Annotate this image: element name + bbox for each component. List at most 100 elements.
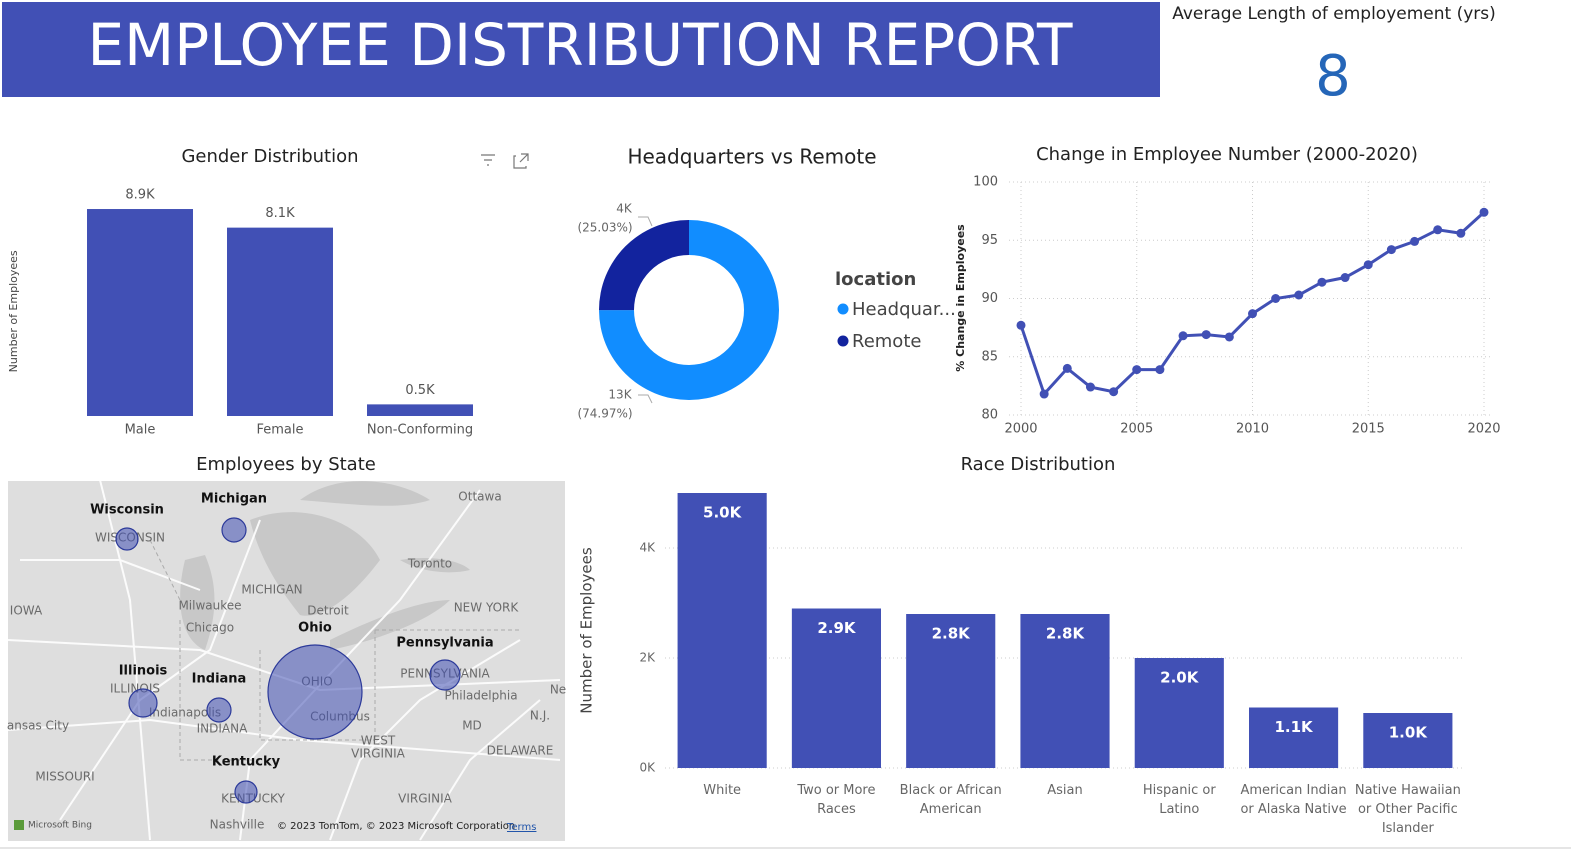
- y-tick-label: 2K: [639, 651, 656, 665]
- state-label: Kentucky: [212, 755, 281, 770]
- line-point: [1016, 320, 1026, 330]
- data-label: 1.1K: [1274, 718, 1314, 736]
- map-place: Philadelphia: [444, 689, 517, 703]
- line-point: [1340, 273, 1350, 283]
- bar: [1134, 658, 1224, 768]
- map-logo: Microsoft Bing: [28, 821, 92, 831]
- map-place: INDIANA: [197, 722, 248, 736]
- map-place: Detroit: [307, 604, 349, 618]
- data-label: 13K: [608, 388, 632, 402]
- x-tick-label: American Indian or Alaska Native: [1240, 783, 1347, 817]
- data-label: 4K: [616, 202, 633, 216]
- visual-icons[interactable]: [481, 153, 529, 169]
- data-label: 8.1K: [265, 206, 295, 221]
- state-bubble: [206, 697, 232, 723]
- bar: [1363, 713, 1453, 768]
- state-label: Pennsylvania: [396, 636, 493, 651]
- data-label: (25.03%): [577, 221, 632, 235]
- state-bubble: [429, 659, 461, 691]
- data-label: 2.0K: [1160, 669, 1200, 687]
- state-label: Illinois: [119, 664, 168, 679]
- bar: [367, 404, 473, 416]
- x-tick-label: 2015: [1352, 422, 1385, 437]
- data-label: 0.5K: [405, 383, 435, 398]
- donut-slice: [599, 220, 689, 311]
- donut-slice: [599, 220, 779, 400]
- line-point: [1062, 363, 1072, 373]
- state-bubble: [234, 780, 258, 804]
- header-bar: [2, 2, 1160, 97]
- map-place: Milwaukee: [178, 599, 241, 613]
- chart-title: Employees by State: [196, 454, 376, 475]
- map-terms[interactable]: Terms: [506, 822, 536, 833]
- line-point: [1085, 382, 1095, 392]
- chart-title: Gender Distribution: [181, 146, 358, 167]
- map-place: VIRGINIA: [351, 747, 405, 761]
- y-axis-label: % Change in Employees: [954, 224, 967, 372]
- line-point: [1248, 309, 1257, 319]
- legend-marker: [837, 303, 849, 315]
- map-place: DELAWARE: [487, 744, 554, 758]
- line-point: [1363, 260, 1373, 270]
- line-point: [1433, 225, 1443, 235]
- bar: [1249, 707, 1339, 768]
- x-tick-label: Non-Conforming: [367, 423, 473, 438]
- legend-title: location: [835, 269, 916, 290]
- x-tick-label: Hispanic or Latino: [1142, 783, 1216, 817]
- y-axis-label: Number of Employees: [578, 547, 596, 714]
- leader-line: [638, 216, 653, 227]
- x-tick-label: Native Hawaiian or Other Pacific Islande…: [1354, 783, 1461, 836]
- x-tick-label: 2005: [1120, 422, 1153, 437]
- map-place: N.J.: [530, 709, 550, 723]
- data-label: 5.0K: [703, 504, 743, 522]
- line-point: [1201, 330, 1211, 340]
- state-label: Indiana: [192, 672, 247, 687]
- map-logo-icon: [14, 820, 24, 830]
- y-axis-label: Number of Employees: [7, 250, 20, 372]
- map-place: Ottawa: [458, 490, 501, 504]
- line-point: [1132, 365, 1142, 375]
- map-place: NEW YORK: [454, 601, 520, 615]
- line-point: [1317, 277, 1327, 287]
- line-point: [1224, 332, 1234, 342]
- data-label: 8.9K: [125, 188, 155, 203]
- x-tick-label: Two or More Races: [797, 783, 876, 817]
- x-tick-label: 2020: [1467, 422, 1500, 437]
- y-tick-label: 90: [981, 291, 998, 306]
- report-title: EMPLOYEE DISTRIBUTION REPORT: [88, 11, 1074, 79]
- map-place: MD: [462, 719, 482, 733]
- legend-marker: [837, 335, 849, 347]
- map-place: MISSOURI: [35, 770, 94, 784]
- y-tick-label: 4K: [639, 541, 656, 555]
- x-tick-label: Female: [256, 423, 303, 438]
- map-place: Toronto: [407, 557, 452, 571]
- line-point: [1271, 294, 1281, 303]
- x-tick-label: Male: [125, 423, 156, 438]
- bar: [227, 227, 333, 416]
- data-label: 2.9K: [817, 619, 857, 637]
- map-place: Indianapolis: [149, 706, 221, 720]
- leader-line: [638, 394, 653, 404]
- line-point: [1386, 245, 1396, 255]
- state-bubble: [128, 688, 158, 718]
- legend-entry: Remote: [852, 331, 921, 352]
- line-point: [1155, 365, 1165, 375]
- map-place: ansas City: [7, 719, 69, 733]
- legend-entry: Headquar...: [852, 299, 956, 320]
- map-place: IOWA: [10, 604, 43, 618]
- state-bubble: [115, 527, 139, 551]
- y-tick-label: 100: [973, 175, 998, 190]
- map-attribution: © 2023 TomTom, © 2023 Microsoft Corporat…: [277, 821, 515, 832]
- line-point: [1410, 236, 1420, 246]
- y-tick-label: 0K: [639, 761, 656, 775]
- x-tick-label: 2000: [1004, 422, 1037, 437]
- bar: [87, 209, 193, 416]
- chart-title: Change in Employee Number (2000-2020): [1036, 144, 1418, 165]
- map-place: WEST: [361, 734, 396, 748]
- line-point: [1039, 389, 1049, 399]
- map-place: Nashville: [210, 818, 265, 832]
- line-point: [1456, 228, 1466, 238]
- data-label: 2.8K: [932, 625, 972, 643]
